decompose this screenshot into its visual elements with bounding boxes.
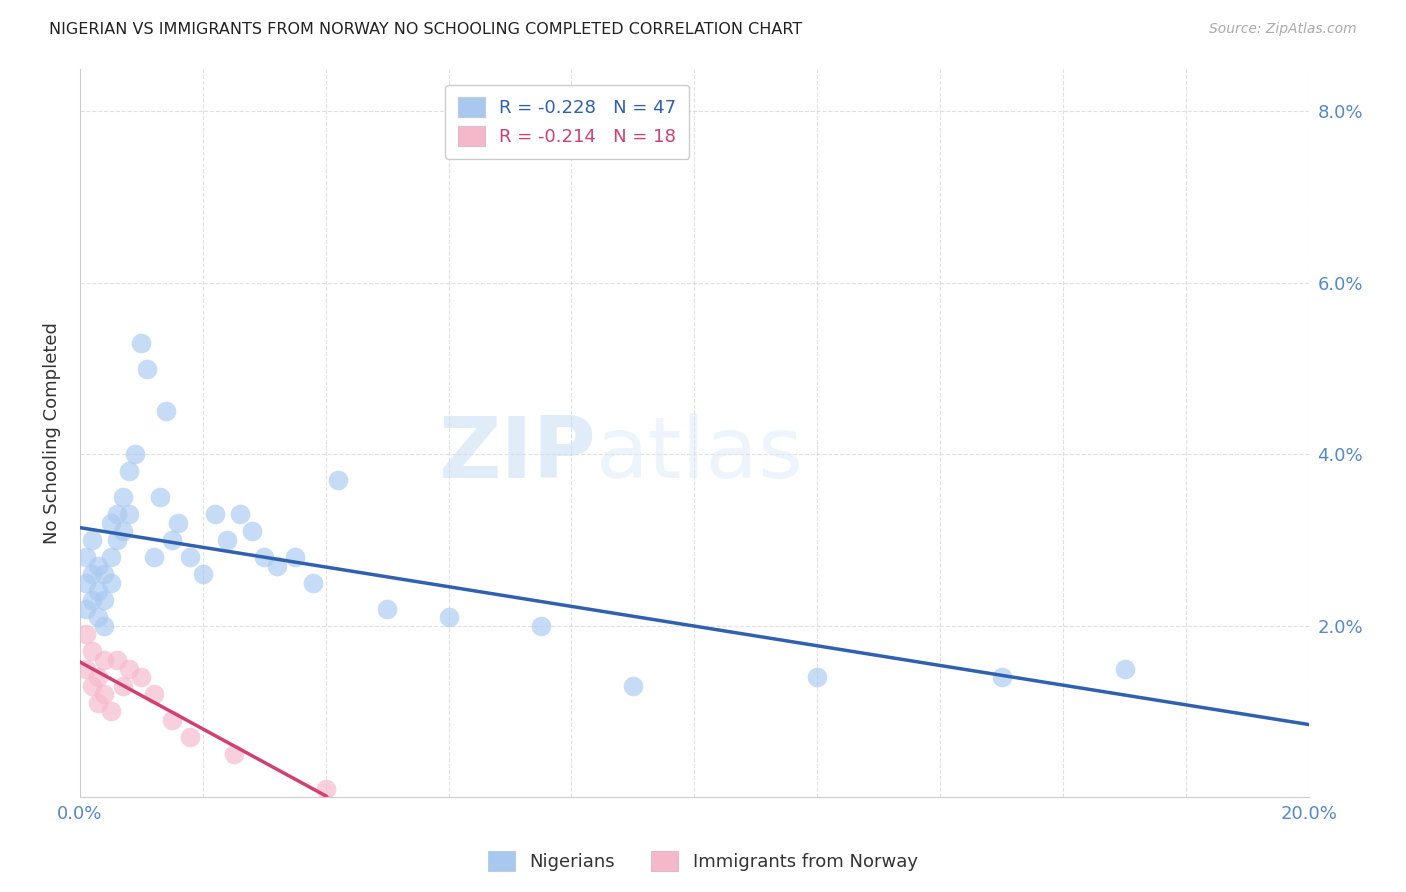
Point	[228, 508, 250, 522]
Point	[100, 550, 122, 565]
Text: NIGERIAN VS IMMIGRANTS FROM NORWAY NO SCHOOLING COMPLETED CORRELATION CHART: NIGERIAN VS IMMIGRANTS FROM NORWAY NO SC…	[49, 22, 803, 37]
Point	[87, 696, 110, 710]
Point	[118, 464, 141, 478]
Point	[100, 575, 122, 590]
Point	[240, 524, 263, 539]
Point	[82, 533, 104, 547]
Point	[155, 404, 177, 418]
Point	[530, 618, 553, 632]
Point	[75, 575, 97, 590]
Point	[191, 567, 214, 582]
Point	[253, 550, 276, 565]
Point	[111, 524, 134, 539]
Point	[222, 747, 245, 762]
Point	[149, 490, 172, 504]
Text: ZIP: ZIP	[439, 413, 596, 496]
Legend: R = -0.228   N = 47, R = -0.214   N = 18: R = -0.228 N = 47, R = -0.214 N = 18	[446, 85, 689, 159]
Point	[87, 610, 110, 624]
Point	[990, 670, 1012, 684]
Point	[82, 644, 104, 658]
Point	[93, 567, 115, 582]
Point	[1114, 662, 1136, 676]
Point	[105, 653, 128, 667]
Point	[82, 679, 104, 693]
Text: atlas: atlas	[596, 413, 804, 496]
Point	[179, 550, 201, 565]
Point	[179, 730, 201, 744]
Text: Source: ZipAtlas.com: Source: ZipAtlas.com	[1209, 22, 1357, 37]
Point	[621, 679, 644, 693]
Point	[93, 593, 115, 607]
Point	[217, 533, 239, 547]
Point	[93, 653, 115, 667]
Point	[131, 670, 153, 684]
Point	[82, 567, 104, 582]
Point	[105, 508, 128, 522]
Point	[160, 713, 183, 727]
Point	[124, 447, 146, 461]
Point	[105, 533, 128, 547]
Point	[302, 575, 325, 590]
Point	[75, 550, 97, 565]
Point	[87, 558, 110, 573]
Point	[131, 335, 153, 350]
Point	[284, 550, 307, 565]
Point	[111, 490, 134, 504]
Point	[100, 705, 122, 719]
Y-axis label: No Schooling Completed: No Schooling Completed	[44, 322, 60, 544]
Point	[315, 781, 337, 796]
Point	[75, 627, 97, 641]
Point	[204, 508, 226, 522]
Point	[93, 687, 115, 701]
Point	[82, 593, 104, 607]
Point	[160, 533, 183, 547]
Point	[375, 601, 398, 615]
Point	[75, 601, 97, 615]
Legend: Nigerians, Immigrants from Norway: Nigerians, Immigrants from Norway	[481, 844, 925, 879]
Point	[266, 558, 288, 573]
Point	[118, 508, 141, 522]
Point	[142, 550, 165, 565]
Point	[136, 361, 159, 376]
Point	[142, 687, 165, 701]
Point	[75, 662, 97, 676]
Point	[93, 618, 115, 632]
Point	[100, 516, 122, 530]
Point	[806, 670, 828, 684]
Point	[111, 679, 134, 693]
Point	[437, 610, 460, 624]
Point	[167, 516, 190, 530]
Point	[87, 584, 110, 599]
Point	[87, 670, 110, 684]
Point	[118, 662, 141, 676]
Point	[326, 473, 349, 487]
